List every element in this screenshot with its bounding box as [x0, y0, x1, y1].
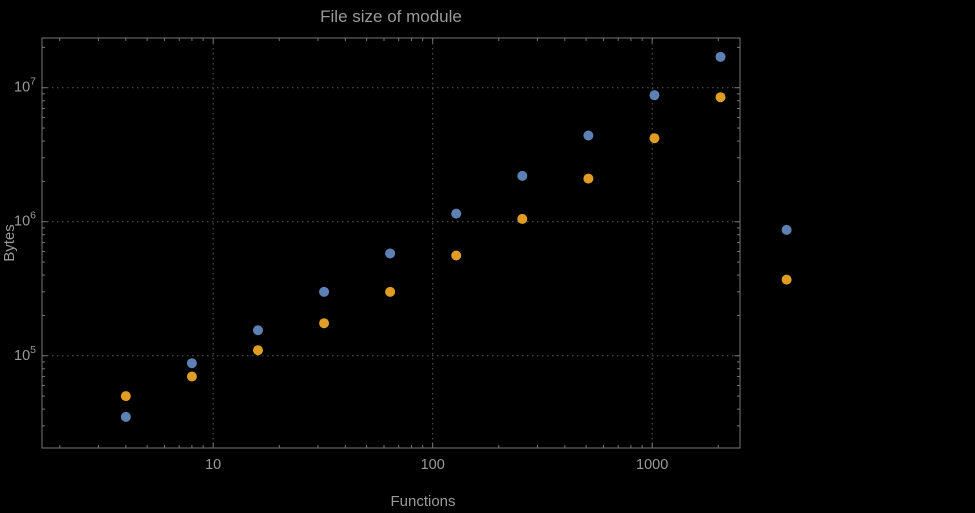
data-point-blue-series — [649, 90, 660, 101]
x-tick-label: 1000 — [636, 457, 668, 473]
data-point-blue-series — [715, 51, 726, 62]
data-point-orange-series — [583, 173, 594, 184]
plot-frame — [41, 37, 741, 449]
data-point-blue-series — [583, 130, 594, 141]
data-point-orange-series — [781, 274, 792, 285]
data-point-orange-series — [252, 345, 263, 356]
y-tick-label: 105 — [14, 344, 36, 364]
gridlines — [42, 38, 740, 448]
y-tick-label: 107 — [14, 76, 36, 96]
data-point-orange-series — [186, 371, 197, 382]
data-points — [120, 51, 792, 422]
data-point-orange-series — [517, 213, 528, 224]
data-point-blue-series — [319, 286, 330, 297]
data-point-blue-series — [252, 325, 263, 336]
axis-tick-labels: 10 100 1000 105 106 107 — [14, 76, 668, 473]
data-point-blue-series — [781, 224, 792, 235]
data-point-blue-series — [517, 170, 528, 181]
data-point-orange-series — [120, 391, 131, 402]
y-axis-label: Bytes — [1, 224, 18, 262]
data-point-orange-series — [385, 286, 396, 297]
y-tick-label: 106 — [14, 210, 36, 230]
data-point-orange-series — [649, 133, 660, 144]
x-tick-label: 100 — [421, 457, 445, 473]
x-axis-label: Functions — [390, 493, 455, 510]
x-tick-label: 10 — [205, 457, 221, 473]
axis-ticks — [42, 38, 740, 448]
data-point-blue-series — [186, 358, 197, 369]
chart-title: File size of module — [320, 7, 462, 26]
data-point-blue-series — [385, 248, 396, 259]
data-point-orange-series — [451, 250, 462, 261]
data-point-orange-series — [319, 318, 330, 329]
data-point-blue-series — [120, 411, 131, 422]
data-point-blue-series — [451, 208, 462, 219]
data-point-orange-series — [715, 92, 726, 103]
